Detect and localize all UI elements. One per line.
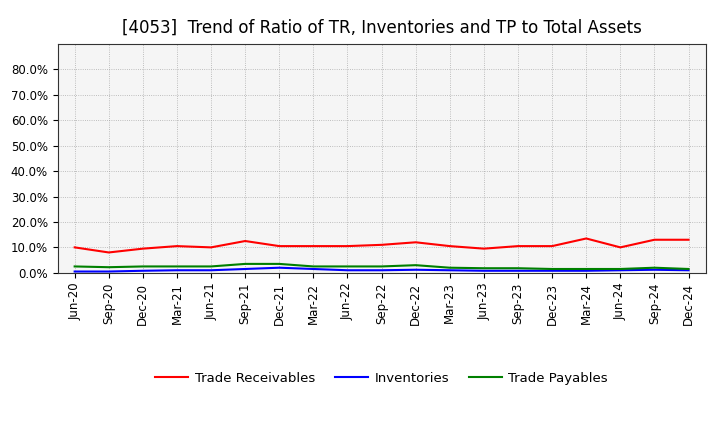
Trade Payables xyxy=(650,265,659,270)
Trade Receivables xyxy=(275,243,284,249)
Trade Payables xyxy=(513,266,522,271)
Trade Payables xyxy=(173,264,181,269)
Trade Receivables xyxy=(104,250,113,255)
Trade Payables xyxy=(548,266,557,271)
Line: Trade Receivables: Trade Receivables xyxy=(75,238,688,253)
Inventories xyxy=(513,268,522,273)
Trade Payables xyxy=(377,264,386,269)
Inventories xyxy=(207,268,215,273)
Trade Receivables xyxy=(446,243,454,249)
Legend: Trade Receivables, Inventories, Trade Payables: Trade Receivables, Inventories, Trade Pa… xyxy=(150,367,613,390)
Inventories xyxy=(138,268,147,273)
Trade Payables xyxy=(616,266,625,271)
Trade Receivables xyxy=(513,243,522,249)
Inventories xyxy=(173,268,181,273)
Trade Receivables xyxy=(548,243,557,249)
Trade Receivables xyxy=(309,243,318,249)
Inventories xyxy=(71,269,79,274)
Inventories xyxy=(548,268,557,273)
Trade Payables xyxy=(207,264,215,269)
Trade Payables xyxy=(138,264,147,269)
Title: [4053]  Trend of Ratio of TR, Inventories and TP to Total Assets: [4053] Trend of Ratio of TR, Inventories… xyxy=(122,19,642,37)
Inventories xyxy=(241,266,250,271)
Trade Payables xyxy=(684,266,693,271)
Trade Payables xyxy=(309,264,318,269)
Inventories xyxy=(275,265,284,270)
Inventories xyxy=(309,266,318,271)
Trade Receivables xyxy=(411,240,420,245)
Trade Receivables xyxy=(241,238,250,244)
Trade Receivables xyxy=(173,243,181,249)
Trade Payables xyxy=(104,264,113,270)
Trade Payables xyxy=(71,264,79,269)
Inventories xyxy=(104,269,113,274)
Inventories xyxy=(582,268,590,273)
Inventories xyxy=(650,267,659,272)
Inventories xyxy=(446,268,454,273)
Trade Payables xyxy=(411,263,420,268)
Trade Receivables xyxy=(343,243,352,249)
Trade Payables xyxy=(275,261,284,267)
Trade Receivables xyxy=(480,246,488,251)
Trade Payables xyxy=(343,264,352,269)
Trade Receivables xyxy=(138,246,147,251)
Line: Trade Payables: Trade Payables xyxy=(75,264,688,269)
Inventories xyxy=(377,268,386,273)
Trade Payables xyxy=(446,265,454,270)
Trade Payables xyxy=(480,266,488,271)
Inventories xyxy=(616,268,625,273)
Trade Receivables xyxy=(616,245,625,250)
Trade Receivables xyxy=(377,242,386,247)
Inventories xyxy=(411,267,420,272)
Trade Payables xyxy=(241,261,250,267)
Trade Receivables xyxy=(207,245,215,250)
Trade Receivables xyxy=(684,237,693,242)
Trade Receivables xyxy=(71,245,79,250)
Line: Inventories: Inventories xyxy=(75,268,688,271)
Inventories xyxy=(684,268,693,273)
Inventories xyxy=(343,268,352,273)
Trade Receivables xyxy=(650,237,659,242)
Inventories xyxy=(480,268,488,273)
Trade Payables xyxy=(582,266,590,271)
Trade Receivables xyxy=(582,236,590,241)
